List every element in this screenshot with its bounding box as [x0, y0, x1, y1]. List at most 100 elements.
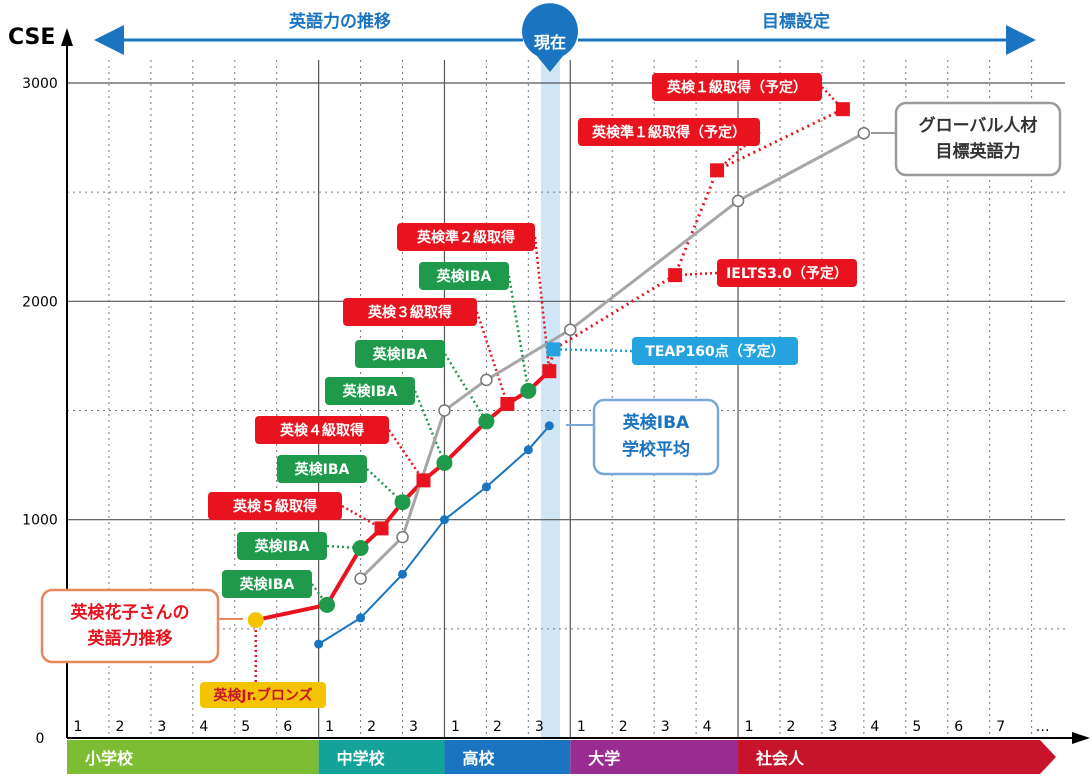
annotation-label-box — [200, 682, 326, 708]
annotation-label-box — [632, 337, 798, 365]
annotation-label-box — [222, 570, 312, 598]
year-tick-labels: 1 2 3 4 5 6 1 2 3 1 2 3 1 2 3 4 1 2 3 4 5 6 7… — [74, 719, 1050, 735]
year-tick-label: 1 — [325, 719, 334, 735]
annotation-label: TEAP160点（予定） — [645, 343, 784, 360]
y-axis-arrow — [61, 28, 73, 46]
iba-score-point — [352, 540, 369, 557]
year-tick-label: 1 — [745, 719, 754, 735]
annotation-leader — [553, 348, 633, 353]
annotation-label: 英検IBA — [294, 461, 350, 478]
header-right-text: 目標設定 — [762, 11, 830, 32]
year-tick-label: 2 — [619, 719, 628, 735]
global-target-point — [354, 572, 367, 585]
y-tick-label: 1000 — [22, 513, 58, 529]
annotation-label-box — [343, 298, 477, 326]
global-target-point — [564, 323, 577, 336]
iba-score-point — [394, 494, 411, 511]
annotation-label: 英検Jr.ブロンズ — [212, 687, 312, 704]
callout-hanako-line1: 英検花子さんの — [71, 602, 190, 623]
year-tick-label: 5 — [912, 719, 921, 735]
school-stage-bar: 小学校 中学校 高校 大学 社会人 — [67, 740, 1056, 774]
callout-global: グローバル人材 目標英語力 — [871, 101, 1062, 177]
annotation-label: 英検３級取得 — [367, 304, 452, 321]
grid — [67, 60, 1065, 738]
callout-global-line1: グローバル人材 — [919, 115, 1038, 136]
annotation-leader — [387, 429, 425, 482]
global-target-point — [857, 126, 871, 140]
global-target-point — [396, 530, 409, 544]
year-tick-label: 3 — [157, 719, 166, 735]
eiken-grade-point — [710, 163, 725, 178]
stage-segment — [67, 740, 319, 774]
year-tick-label: 5 — [241, 719, 250, 735]
year-tick-label: 2 — [115, 719, 124, 735]
year-tick-label: 3 — [535, 719, 544, 735]
annotation-label: 英検IBA — [254, 538, 310, 555]
stage-segment — [570, 740, 739, 774]
eiken-grade-point — [835, 102, 850, 117]
annotation-leader — [507, 275, 530, 392]
global-target-point — [438, 404, 451, 417]
annotation-label: 英検IBA — [239, 576, 295, 593]
teap-point — [546, 342, 561, 357]
annotation-label: 英検IBA — [372, 346, 428, 363]
global-target-point — [480, 373, 493, 387]
stage-label: 小学校 — [85, 749, 134, 768]
y-tick-label: 0 — [36, 731, 45, 747]
series-line-plan — [547, 107, 844, 372]
annotation-label: 英検準２級取得 — [416, 229, 515, 246]
stage-label: 大学 — [588, 749, 620, 768]
annotation-label-box — [419, 262, 509, 290]
year-tick-label: 4 — [703, 719, 712, 735]
year-tick-label: 4 — [199, 719, 208, 735]
now-marker-pin — [521, 3, 578, 73]
year-tick-label: 2 — [493, 719, 502, 735]
annotation-label: 英検IBA — [342, 383, 398, 400]
year-tick-label: 1 — [577, 719, 586, 735]
callout-school-average: 英検IBA 学校平均 — [566, 398, 720, 476]
stage-label: 高校 — [462, 749, 495, 768]
year-tick-label: 1 — [451, 719, 460, 735]
year-tick-label: 3 — [661, 719, 670, 735]
annotation-leader — [675, 271, 718, 277]
stage-segment — [738, 740, 1056, 774]
annotation-label: 英検IBA — [436, 268, 492, 285]
year-tick-label: 1 — [74, 719, 83, 735]
school-average-point — [544, 421, 554, 431]
annotation-label: IELTS3.0（予定） — [726, 265, 848, 282]
global-target-point — [731, 194, 745, 208]
year-tick-label: 3 — [409, 719, 418, 735]
eiken-grade-point — [416, 473, 431, 488]
y-tick-label: 2000 — [22, 294, 58, 310]
iba-score-point — [319, 596, 336, 613]
iba-score-point — [520, 382, 537, 399]
eiken-grade-point — [542, 364, 557, 379]
annotation-leader — [326, 544, 361, 550]
annotation-leader — [443, 353, 488, 423]
start-point — [247, 612, 264, 629]
now-highlight-band — [541, 55, 560, 738]
y-tick-label: 3000 — [22, 76, 58, 92]
callout-global-line2: 目標英語力 — [936, 141, 1021, 162]
annotation-label-box — [237, 532, 327, 560]
callout-school-average-line1: 英検IBA — [623, 412, 690, 433]
year-tick-label: 6 — [954, 719, 963, 735]
annotation-leader — [475, 311, 509, 405]
year-tick-label: 3 — [828, 719, 837, 735]
series-points — [247, 102, 871, 649]
year-tick-label: 4 — [870, 719, 879, 735]
annotation-labels: 英検Jr.ブロンズ英検IBA英検IBA英検５級取得英検IBA英検４級取得英検IB… — [200, 73, 857, 708]
annotation-label-box — [578, 118, 760, 146]
school-average-point — [439, 515, 449, 525]
year-tick-label: 2 — [787, 719, 796, 735]
callout-hanako-line2: 英語力推移 — [88, 628, 173, 649]
school-average-point — [481, 482, 491, 492]
now-label: 現在 — [534, 33, 566, 52]
annotation-label: 英検準１級取得（予定） — [591, 124, 746, 141]
annotation-label-box — [397, 223, 535, 251]
annotation-label-box — [277, 455, 367, 483]
stage-label: 中学校 — [337, 749, 386, 768]
header-left-text: 英語力の推移 — [289, 11, 391, 32]
